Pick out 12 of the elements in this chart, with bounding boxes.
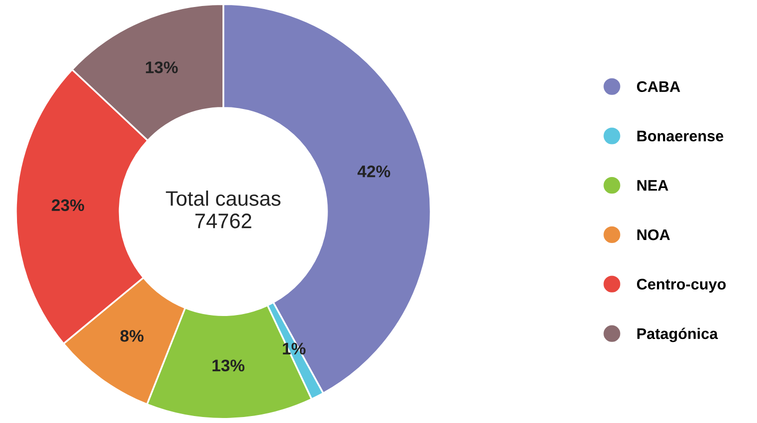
legend-label: Centro-cuyo [636, 278, 726, 293]
legend-label: NEA [637, 180, 668, 191]
data-label: 42% [358, 165, 390, 178]
legend-label: Bonaerense [637, 130, 724, 142]
legend-label: NOA [637, 229, 670, 240]
legend-label: Patagónica [637, 328, 718, 342]
text: Total causas 74762 [166, 190, 280, 228]
data-label: 13% [212, 360, 244, 372]
data-label: 8% [120, 330, 144, 342]
data-label: 13% [146, 61, 178, 74]
data-label: 23% [52, 199, 84, 212]
legend-label: CABA [636, 81, 680, 92]
